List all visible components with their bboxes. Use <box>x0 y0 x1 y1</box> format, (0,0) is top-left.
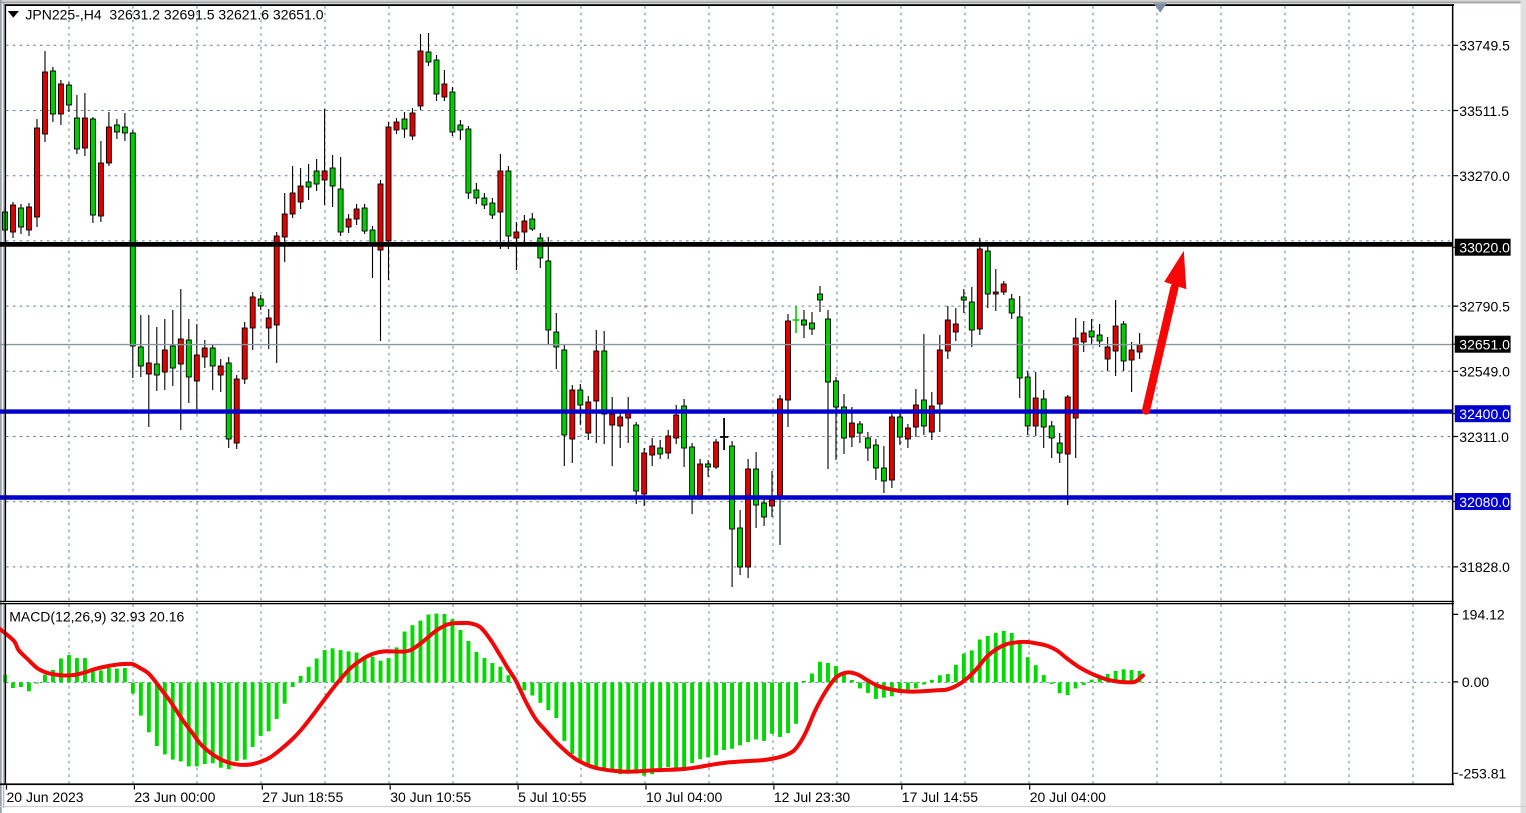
svg-text:32651.0: 32651.0 <box>1459 337 1510 353</box>
svg-text:33020.0: 33020.0 <box>1459 240 1510 256</box>
svg-text:194.12: 194.12 <box>1462 607 1505 623</box>
svg-text:31828.0: 31828.0 <box>1459 559 1510 575</box>
svg-text:32080.0: 32080.0 <box>1459 494 1510 510</box>
svg-text:32311.0: 32311.0 <box>1459 429 1509 445</box>
svg-text:20 Jun 2023: 20 Jun 2023 <box>7 789 84 805</box>
svg-text:0.00: 0.00 <box>1462 674 1489 690</box>
svg-text:20 Jul 04:00: 20 Jul 04:00 <box>1030 789 1106 805</box>
svg-text:5 Jul 10:55: 5 Jul 10:55 <box>518 789 587 805</box>
svg-text:32790.5: 32790.5 <box>1459 298 1510 314</box>
svg-text:23 Jun 00:00: 23 Jun 00:00 <box>134 789 215 805</box>
svg-text:33270.0: 33270.0 <box>1459 168 1510 184</box>
svg-text:33749.5: 33749.5 <box>1459 38 1510 54</box>
svg-text:-253.81: -253.81 <box>1459 766 1507 782</box>
svg-text:32549.0: 32549.0 <box>1459 364 1510 380</box>
svg-text:12 Jul 23:30: 12 Jul 23:30 <box>774 789 850 805</box>
svg-text:33511.5: 33511.5 <box>1459 103 1509 119</box>
svg-text:27 Jun 18:55: 27 Jun 18:55 <box>262 789 343 805</box>
svg-text:JPN225-,H4 32631.2 32691.5 32: JPN225-,H4 32631.2 32691.5 32621.6 32651… <box>25 7 323 23</box>
svg-text:30 Jun 10:55: 30 Jun 10:55 <box>390 789 471 805</box>
svg-text:MACD(12,26,9) 32.93 20.16: MACD(12,26,9) 32.93 20.16 <box>9 608 184 624</box>
svg-text:10 Jul 04:00: 10 Jul 04:00 <box>646 789 722 805</box>
svg-text:32400.0: 32400.0 <box>1459 406 1510 422</box>
svg-text:17 Jul 14:55: 17 Jul 14:55 <box>902 789 978 805</box>
